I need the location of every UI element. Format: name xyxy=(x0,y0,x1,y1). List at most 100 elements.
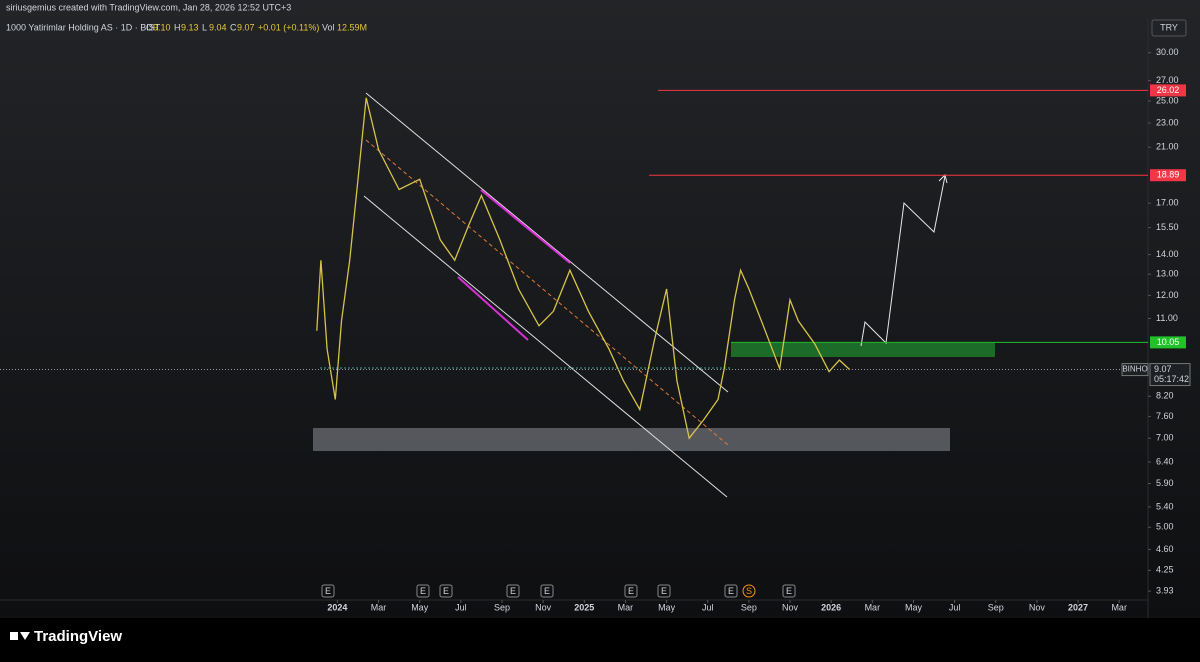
event-label: S xyxy=(746,586,752,596)
projection-path xyxy=(860,175,946,347)
x-tick-label: Mar xyxy=(618,602,634,612)
y-tick-label: 12.00 xyxy=(1156,290,1179,300)
y-tick-label: 5.90 xyxy=(1156,478,1174,488)
x-tick-label: May xyxy=(411,602,429,612)
y-tick-label: 7.00 xyxy=(1156,433,1174,443)
event-label: E xyxy=(728,586,734,596)
y-tick-label: 4.60 xyxy=(1156,544,1174,554)
y-tick-label: 15.50 xyxy=(1156,222,1179,232)
x-tick-label: Jul xyxy=(455,602,467,612)
event-badge xyxy=(624,584,638,598)
event-badge xyxy=(540,584,554,598)
x-tick-label: Nov xyxy=(1029,602,1046,612)
y-tick-label: 8.20 xyxy=(1156,391,1174,401)
highlight-line xyxy=(457,276,529,341)
channel-mid xyxy=(365,139,729,446)
event-badge xyxy=(657,584,671,598)
level-label: 26.02 xyxy=(1157,85,1180,95)
y-tick-label: 11.00 xyxy=(1156,313,1178,323)
event-label: E xyxy=(544,586,550,596)
footer-bar xyxy=(0,618,1200,657)
y-tick-label: 30.00 xyxy=(1156,47,1179,57)
ohlc-value: 9.07 xyxy=(237,22,255,32)
volume-key: Vol xyxy=(322,22,335,32)
y-tick-label: 14.00 xyxy=(1156,249,1179,259)
level-label-bg xyxy=(1150,169,1186,182)
x-tick-label: Nov xyxy=(782,602,799,612)
currency[interactable]: TRY xyxy=(1160,22,1178,32)
y-tick-label: 6.40 xyxy=(1156,456,1174,466)
event-badge xyxy=(416,584,430,598)
ticker-bg xyxy=(1121,363,1149,377)
event-label: E xyxy=(786,586,792,596)
credit: siriusgemius created with TradingView.co… xyxy=(6,2,291,12)
event-badge xyxy=(321,584,335,598)
background xyxy=(0,0,1200,618)
y-tick-label: 5.00 xyxy=(1156,522,1174,532)
event-badge xyxy=(724,584,738,598)
ticker: BINHO xyxy=(1122,365,1147,374)
last-price: 9.07 xyxy=(1154,364,1172,374)
support-zone xyxy=(313,428,950,451)
event-label: E xyxy=(628,586,634,596)
x-tick-label: Mar xyxy=(865,602,881,612)
event-label: E xyxy=(510,586,516,596)
ohlc-value: 9.10 xyxy=(153,22,171,32)
ohlc-key: O xyxy=(146,22,153,32)
volume: 12.59M xyxy=(337,22,367,32)
event-label: E xyxy=(661,586,667,596)
event-badge xyxy=(439,584,453,598)
x-tick-label: 2026 xyxy=(821,602,841,612)
y-tick-label: 23.00 xyxy=(1156,117,1179,127)
channel-top xyxy=(365,92,729,393)
ohlc-key: L xyxy=(202,22,207,32)
y-tick-label: 17.00 xyxy=(1156,198,1179,208)
y-tick-label: 5.40 xyxy=(1156,501,1174,511)
x-tick-label: 2024 xyxy=(327,602,347,612)
x-tick-label: Sep xyxy=(494,602,510,612)
event-label: E xyxy=(325,586,331,596)
x-tick-label: Nov xyxy=(535,602,552,612)
level-label: 10.05 xyxy=(1157,337,1180,347)
x-tick-label: Sep xyxy=(741,602,757,612)
symbol: 1000 Yatirimlar Holding AS · 1D · BIST xyxy=(6,22,161,32)
event-badge xyxy=(782,584,796,598)
price-line xyxy=(316,97,851,440)
brand: TradingView xyxy=(34,628,122,645)
y-tick-label: 21.00 xyxy=(1156,142,1179,152)
ohlc-key: C xyxy=(230,22,237,32)
x-tick-label: Mar xyxy=(1111,602,1127,612)
level-label: 18.89 xyxy=(1157,170,1180,180)
countdown: 05:17:42 xyxy=(1154,374,1189,384)
event-badge xyxy=(506,584,520,598)
ohlc-value: 9.13 xyxy=(181,22,199,32)
change: +0.01 (+0.11%) xyxy=(258,22,319,32)
event-label: E xyxy=(420,586,426,596)
ohlc-key: H xyxy=(174,22,181,32)
x-tick-label: 2027 xyxy=(1068,602,1088,612)
y-tick-label: 4.25 xyxy=(1156,565,1174,575)
x-tick-label: Sep xyxy=(988,602,1004,612)
x-tick-label: 2025 xyxy=(574,602,594,612)
y-tick-label: 25.00 xyxy=(1156,95,1179,105)
event-badge xyxy=(742,584,756,598)
channel-bottom xyxy=(363,195,728,498)
x-tick-label: May xyxy=(905,602,923,612)
brand-logo xyxy=(10,632,30,640)
y-tick-label: 3.93 xyxy=(1156,585,1174,595)
level-label-bg xyxy=(1150,84,1186,97)
resistance-zone xyxy=(731,343,995,357)
y-tick-label: 27.00 xyxy=(1156,75,1179,85)
y-tick-label: 13.00 xyxy=(1156,269,1179,279)
x-tick-label: May xyxy=(658,602,676,612)
level-label-bg xyxy=(1150,336,1186,349)
ohlc-value: 9.04 xyxy=(209,22,227,32)
x-tick-label: Mar xyxy=(371,602,387,612)
currency-button[interactable] xyxy=(1151,19,1187,37)
x-tick-label: Jul xyxy=(949,602,961,612)
y-tick-label: 7.60 xyxy=(1156,411,1174,421)
x-tick-label: Jul xyxy=(702,602,714,612)
event-label: E xyxy=(443,586,449,596)
